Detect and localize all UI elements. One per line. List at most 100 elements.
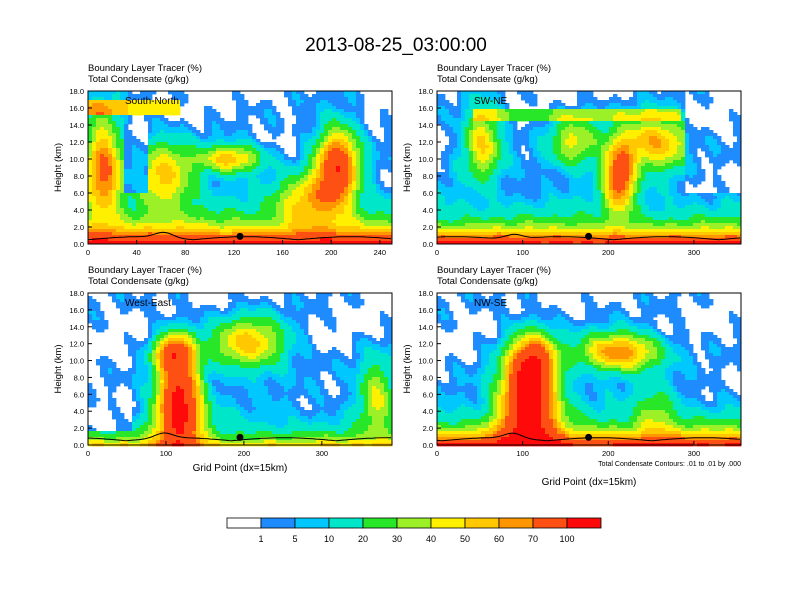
colorbar-box	[396, 517, 432, 529]
y-axis-label: Height (km)	[402, 344, 413, 393]
x-tick-label: 100	[516, 449, 529, 458]
panel-label: South-North	[125, 96, 179, 107]
y-tick-label: 4.0	[423, 206, 433, 215]
colorbar-label: 50	[460, 534, 470, 544]
colorbar-box	[260, 517, 296, 529]
y-tick-label: 14.0	[418, 323, 433, 332]
y-tick-label: 2.0	[423, 424, 433, 433]
y-tick-label: 12.0	[69, 340, 84, 349]
y-tick-label: 6.0	[74, 189, 84, 198]
tracer-field	[437, 91, 742, 245]
panel-label: West-East	[125, 298, 171, 309]
y-tick-label: 8.0	[74, 373, 84, 382]
y-tick-label: 14.0	[69, 121, 84, 130]
plot-frame	[436, 90, 742, 245]
colorbar-label: 1	[258, 534, 263, 544]
y-axis-label: Height (km)	[53, 344, 64, 393]
y-tick-label: 18.0	[69, 289, 84, 298]
x-tick-label: 0	[435, 449, 439, 458]
y-tick-label: 2.0	[423, 223, 433, 232]
y-tick-label: 4.0	[74, 206, 84, 215]
field-label: Boundary Layer Tracer (%)	[437, 265, 551, 276]
contour-note: Total Condensate Contours: .01 to .01 by…	[598, 461, 741, 468]
x-tick-label: 200	[325, 248, 338, 257]
y-tick-label: 0.0	[74, 441, 84, 450]
surface-marker	[236, 433, 244, 441]
y-tick-label: 18.0	[69, 87, 84, 96]
y-tick-label: 16.0	[69, 104, 84, 113]
colorbar-label: 20	[358, 534, 368, 544]
y-tick-label: 10.0	[418, 155, 433, 164]
y-tick-label: 0.0	[74, 240, 84, 249]
tracer-field	[437, 293, 742, 447]
y-tick-label: 8.0	[74, 172, 84, 181]
tracer-field	[88, 91, 393, 245]
y-tick-label: 4.0	[74, 407, 84, 416]
colorbar-label: 10	[324, 534, 334, 544]
contour-label: Total Condensate (g/kg)	[88, 74, 189, 85]
contour-label: Total Condensate (g/kg)	[437, 74, 538, 85]
y-tick-label: 16.0	[418, 104, 433, 113]
x-tick-label: 300	[316, 449, 329, 458]
panel-sw-ne: Boundary Layer Tracer (%)Total Condensat…	[402, 63, 742, 257]
y-tick-label: 6.0	[423, 189, 433, 198]
colorbar-box	[430, 517, 466, 529]
colorbar-box	[566, 517, 602, 529]
colorbar-box	[464, 517, 500, 529]
y-tick-label: 16.0	[418, 306, 433, 315]
x-tick-label: 80	[181, 248, 189, 257]
y-tick-label: 14.0	[418, 121, 433, 130]
y-tick-label: 10.0	[69, 357, 84, 366]
panel-nw-se: Boundary Layer Tracer (%) Total Condensat…	[402, 265, 742, 488]
colorbar-label: 60	[494, 534, 504, 544]
y-tick-label: 0.0	[423, 441, 433, 450]
y-tick-label: 14.0	[69, 323, 84, 332]
y-tick-label: 10.0	[69, 155, 84, 164]
colorbar-label: 5	[292, 534, 297, 544]
x-tick-label: 200	[602, 449, 615, 458]
y-tick-label: 4.0	[423, 407, 433, 416]
x-tick-label: 300	[688, 248, 701, 257]
surface-marker	[585, 433, 593, 441]
x-tick-label: 200	[602, 248, 615, 257]
tracer-field	[88, 293, 393, 447]
plot-frame	[87, 292, 393, 446]
plot-frame	[436, 292, 742, 446]
x-tick-label: 120	[228, 248, 241, 257]
panel-south-north: Boundary Layer Tracer (%)Total Condensat…	[53, 63, 393, 257]
y-tick-label: 12.0	[418, 138, 433, 147]
x-tick-label: 100	[516, 248, 529, 257]
y-tick-label: 8.0	[423, 373, 433, 382]
y-tick-label: 2.0	[74, 424, 84, 433]
colorbar-box	[498, 517, 534, 529]
x-tick-label: 100	[160, 449, 173, 458]
x-tick-label: 0	[435, 248, 439, 257]
y-tick-label: 6.0	[74, 390, 84, 399]
colorbar-label: 70	[528, 534, 538, 544]
y-tick-label: 0.0	[423, 240, 433, 249]
figure-title: 2013-08-25_03:00:00	[305, 35, 487, 56]
x-tick-label: 200	[238, 449, 251, 458]
colorbar-box	[328, 517, 364, 529]
colorbar-label: 40	[426, 534, 436, 544]
colorbar-box	[294, 517, 330, 529]
contour-label: Total Condensate (g/kg)	[88, 276, 189, 287]
colorbar: 1 5 10 20 30 40 50 60 70 100	[226, 517, 602, 544]
field-label: Boundary Layer Tracer (%)	[88, 63, 202, 74]
surface-marker	[236, 232, 244, 240]
plot-frame	[87, 90, 393, 245]
y-tick-label: 18.0	[418, 87, 433, 96]
x-tick-label: 0	[86, 449, 90, 458]
y-tick-label: 16.0	[69, 306, 84, 315]
colorbar-box	[532, 517, 568, 529]
field-label: Boundary Layer Tracer (%)	[88, 265, 202, 276]
y-tick-label: 8.0	[423, 172, 433, 181]
x-tick-label: 300	[688, 449, 701, 458]
y-tick-label: 2.0	[74, 223, 84, 232]
y-tick-label: 12.0	[418, 340, 433, 349]
x-tick-label: 240	[374, 248, 387, 257]
colorbar-box	[362, 517, 398, 529]
panels: Boundary Layer Tracer (%)Total Condensat…	[53, 63, 742, 488]
y-tick-label: 12.0	[69, 138, 84, 147]
